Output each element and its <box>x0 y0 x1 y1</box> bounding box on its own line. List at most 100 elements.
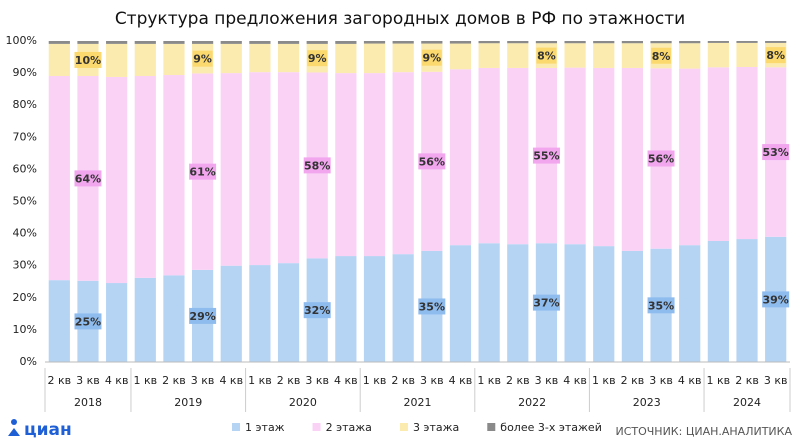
bar-segment <box>335 256 357 362</box>
y-tick-label: 80% <box>13 98 37 111</box>
bar-segment <box>449 41 472 44</box>
data-label: 9% <box>308 52 327 65</box>
x-tick-label: 4 кв <box>678 374 702 387</box>
y-tick-label: 20% <box>13 291 37 304</box>
x-tick-label: 1 кв <box>707 374 731 387</box>
bar-segment <box>621 41 644 44</box>
bar-segment <box>77 41 99 44</box>
bar-segment <box>507 41 529 44</box>
x-tick-label: 2 кв <box>48 374 72 387</box>
bar-segment <box>679 68 701 246</box>
y-tick-label: 70% <box>13 130 37 143</box>
data-label: 8% <box>537 50 556 63</box>
data-label: 9% <box>422 52 441 65</box>
x-tick-label: 1 кв <box>133 374 157 387</box>
bar-segment <box>106 283 128 362</box>
data-label: 37% <box>533 297 559 310</box>
bar-segment <box>163 75 185 276</box>
bar-segment <box>478 41 500 44</box>
bar-segment <box>249 72 271 266</box>
bar-segment <box>593 43 615 68</box>
data-label-bg <box>532 147 560 164</box>
data-label-bg <box>765 47 786 64</box>
bar-segment <box>106 41 128 44</box>
x-tick-label: 3 кв <box>535 374 559 387</box>
x-tick-label: 1 кв <box>477 374 501 387</box>
bar-segment <box>363 256 386 362</box>
bar-segment <box>335 41 357 44</box>
group-label: 2020 <box>289 396 317 409</box>
bar-segment <box>507 43 529 68</box>
bar-segment <box>363 73 386 257</box>
bar-segment <box>106 76 128 284</box>
x-tick-label: 1 кв <box>248 374 272 387</box>
group-label: 2021 <box>404 396 432 409</box>
data-label-bg <box>647 150 675 167</box>
x-tick-label: 1 кв <box>363 374 387 387</box>
y-tick-label: 30% <box>13 259 37 272</box>
x-tick-label: 3 кв <box>420 374 444 387</box>
x-tick-label: 2 кв <box>162 374 186 387</box>
legend-label: 1 этаж <box>245 421 285 434</box>
y-tick-label: 100% <box>6 34 37 47</box>
logo-text: циан <box>24 420 72 440</box>
data-label: 61% <box>189 166 215 179</box>
data-label: 29% <box>189 310 215 323</box>
x-tick-label: 2 кв <box>391 374 415 387</box>
bar-segment <box>736 41 758 43</box>
data-label: 8% <box>652 50 671 63</box>
logo: циан <box>8 419 72 440</box>
data-label: 10% <box>75 54 101 67</box>
data-label: 56% <box>419 155 445 168</box>
data-label-bg <box>762 291 790 308</box>
bar-segment <box>564 67 586 245</box>
bar-segment <box>564 43 586 68</box>
chart-title: Структура предложения загородных домов в… <box>115 9 685 29</box>
bar-segment <box>134 41 156 44</box>
bar-segment <box>363 43 386 74</box>
bar-segment <box>134 75 156 278</box>
data-label-bg <box>647 297 675 314</box>
bar-segment <box>392 43 414 73</box>
bar-segment <box>48 41 70 44</box>
data-label-bg <box>192 50 213 67</box>
bar-segment <box>191 41 214 44</box>
bar-segment <box>220 265 242 362</box>
bar-segment <box>335 43 357 74</box>
bar-segment <box>736 67 758 240</box>
legend-swatch <box>399 423 408 431</box>
bar-segment <box>679 245 701 362</box>
legend-label: 2 этажа <box>326 421 372 434</box>
x-tick-label: 2 кв <box>277 374 301 387</box>
data-label: 56% <box>648 152 674 165</box>
bar-segment <box>621 43 644 68</box>
data-label-bg <box>189 307 217 324</box>
bar-segment <box>249 41 271 44</box>
data-label-bg <box>418 298 446 315</box>
data-label-bg <box>74 51 102 68</box>
legend-label: 3 этажа <box>413 421 459 434</box>
bar-segment <box>220 41 242 44</box>
y-tick-label: 40% <box>13 227 37 240</box>
bar-segment <box>478 43 500 68</box>
group-label: 2023 <box>633 396 661 409</box>
bar-segment <box>249 43 271 73</box>
x-tick-label: 3 кв <box>305 374 329 387</box>
logo-icon <box>11 419 17 425</box>
data-label-bg <box>307 50 328 67</box>
data-label-bg <box>532 294 560 311</box>
bar-segment <box>421 41 443 44</box>
bar-segment <box>220 73 242 266</box>
x-tick-label: 3 кв <box>76 374 100 387</box>
bar-segment <box>163 41 185 44</box>
bar-segment <box>679 43 701 69</box>
bar-segment <box>48 43 70 76</box>
bar-segment <box>621 250 644 362</box>
bar-segment <box>48 280 70 362</box>
group-label: 2019 <box>174 396 202 409</box>
x-tick-label: 4 кв <box>105 374 129 387</box>
data-label: 35% <box>419 300 445 313</box>
bar-segment <box>306 41 328 44</box>
bar-segment <box>564 41 586 44</box>
